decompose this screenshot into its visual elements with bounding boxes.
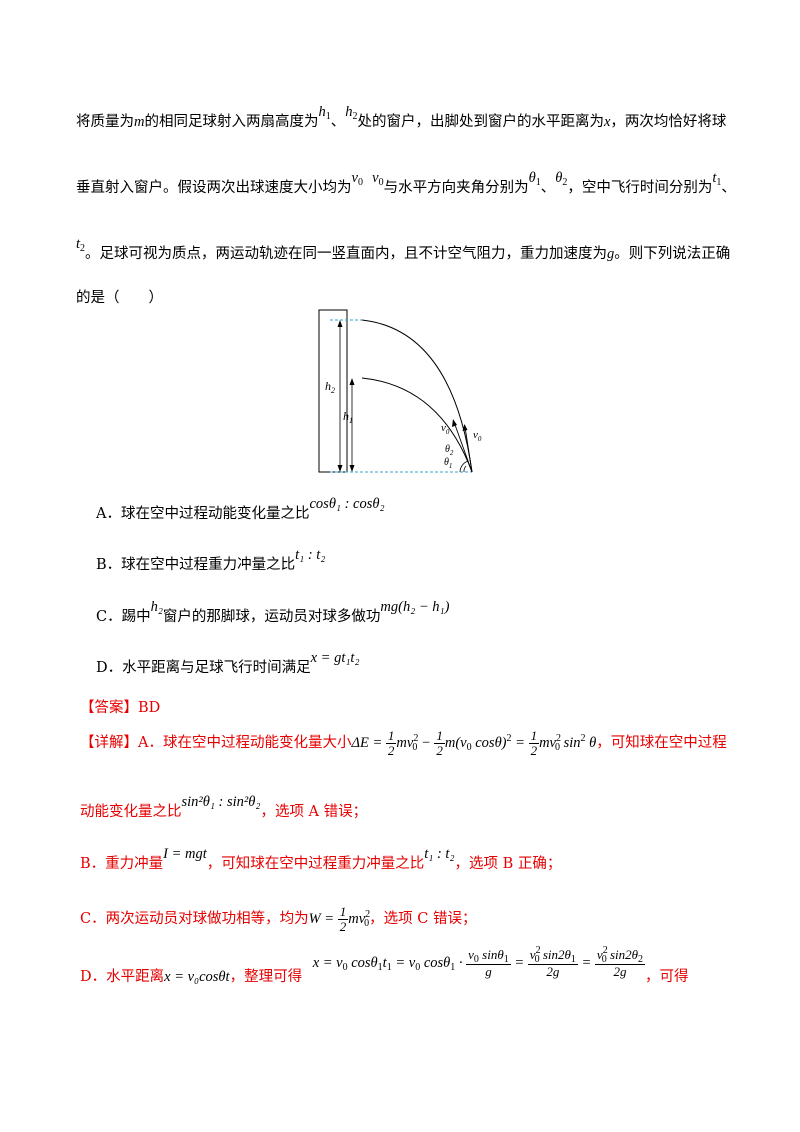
label-v0-b: v0: [473, 429, 482, 443]
explanation-b: B．重力冲量I = mgt，可知球在空中过程重力冲量之比t₁ : t₂，选项 B…: [80, 846, 562, 872]
explanation-a-line2: 动能变化量之比sin²θ₁ : sin²θ₂，选项 A 错误；: [80, 794, 368, 820]
explanation-a-line1: 【详解】A．球在空中过程动能变化量大小ΔE = 1 2 mv20 − 1 2 m(v0 …: [80, 728, 727, 758]
label-theta2: θ2: [445, 444, 454, 457]
option-d: D．水平距离与足球飞行时间满足x = gt₁t₂: [96, 650, 360, 676]
label-v0-a: v0: [441, 422, 450, 436]
trajectory-low: [361, 377, 473, 473]
trajectory-high: [361, 319, 473, 473]
question-line-2: 垂直射入窗户。假设两次出球速度大小均为v0 v0与水平方向夹角分别为θ1、θ2，…: [76, 170, 736, 196]
label-h2: h2: [325, 379, 335, 395]
option-c: C．踢中h₂窗户的那脚球，运动员对球多做功mg(h₂ − h₁): [96, 599, 450, 625]
explanation-d: D．水平距离x = v₀cosθt，整理可得 x = v0 cosθ1t1 = …: [80, 945, 689, 985]
option-a: A．球在空中过程动能变化量之比cosθ₁ : cosθ₂: [96, 496, 385, 522]
trajectory-diagram: h2 h1 v0 v0 θ2 θ1: [318, 309, 482, 473]
question-line-4: 的是（ ）: [76, 290, 163, 306]
label-h1: h1: [343, 409, 353, 425]
question-line-1: 将质量为m的相同足球射入两扇高度为h1、h2处的窗户，出脚处到窗户的水平距离为x…: [76, 104, 727, 130]
answer: 【答案】BD: [80, 700, 161, 716]
label-theta1: θ1: [444, 457, 452, 470]
question-line-3: t2。足球可视为质点，两运动轨迹在同一竖直面内，且不计空气阻力，重力加速度为g。…: [76, 236, 731, 262]
explanation-c: C．两次运动员对球做功相等，均为W = 1 2 mv20，选项 C 错误；: [80, 904, 477, 934]
option-b: B．球在空中过程重力冲量之比t₁ : t₂: [96, 547, 326, 573]
